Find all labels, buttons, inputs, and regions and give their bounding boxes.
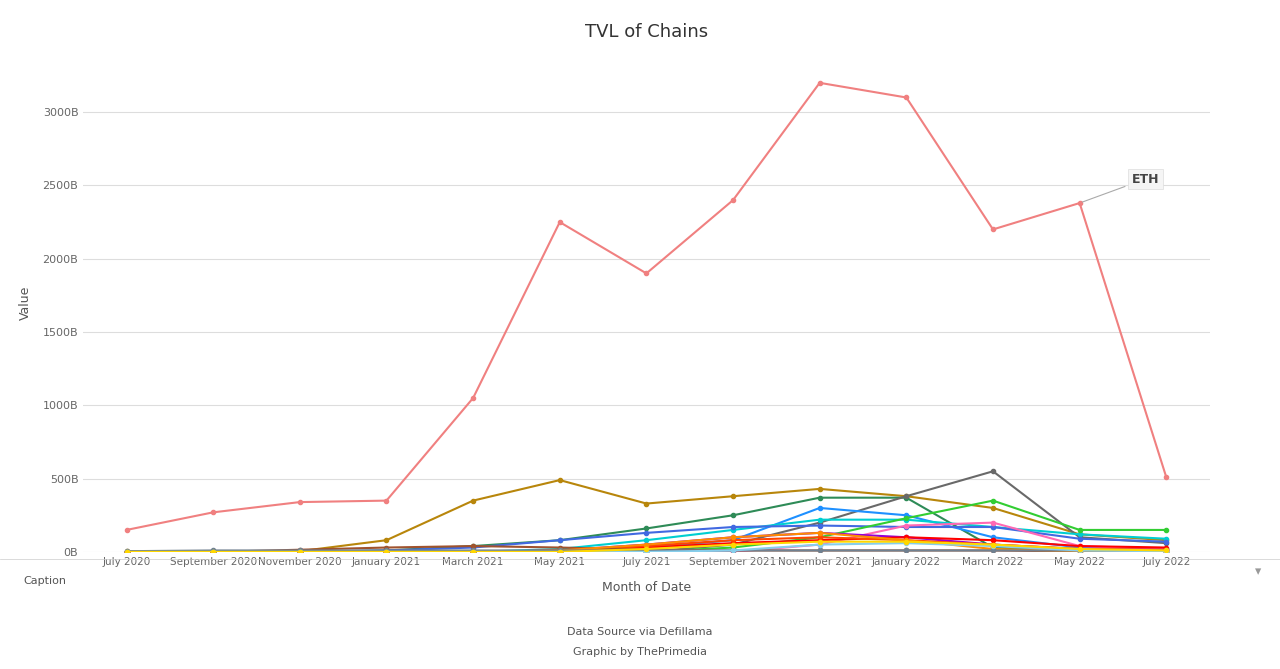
Text: ▾: ▾ xyxy=(1254,565,1261,577)
X-axis label: Month of Date: Month of Date xyxy=(602,581,691,593)
Text: ETH: ETH xyxy=(1082,173,1160,202)
Text: Data Source via Defillama: Data Source via Defillama xyxy=(567,627,713,637)
Y-axis label: Value: Value xyxy=(18,286,32,320)
Text: Caption: Caption xyxy=(23,576,67,586)
Text: Graphic by ThePrimedia: Graphic by ThePrimedia xyxy=(573,647,707,657)
Title: TVL of Chains: TVL of Chains xyxy=(585,23,708,41)
